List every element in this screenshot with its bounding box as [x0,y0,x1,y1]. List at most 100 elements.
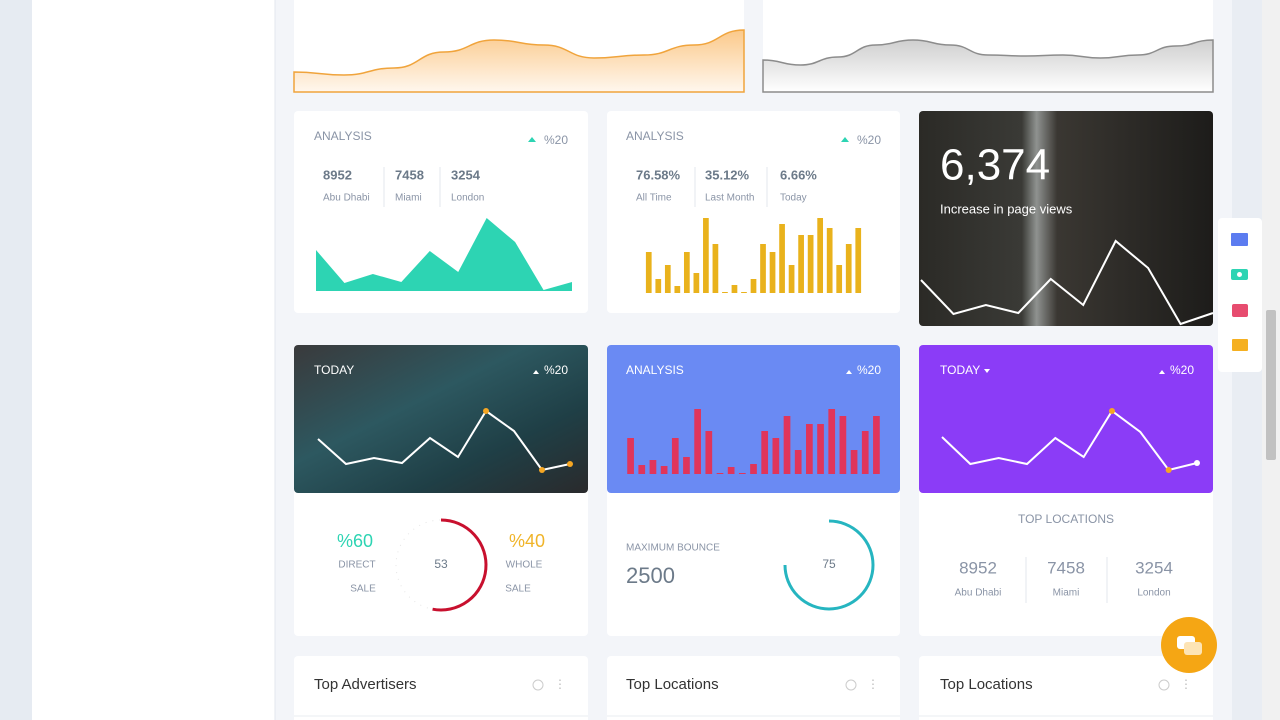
direct-label: DIRECT [338,560,375,571]
chat-icon[interactable] [1232,339,1248,351]
stat-value: 76.58% [636,167,681,182]
bar [738,473,746,474]
menu-icon[interactable]: ⋮ [867,677,879,691]
toolbar [1218,218,1262,372]
bar [855,228,862,293]
image-icon[interactable] [1232,304,1248,317]
dropdown-arrow[interactable] [984,369,990,373]
bar [794,450,802,474]
outer-margin [0,0,32,720]
page-views-label: Increase in page views [940,201,1073,216]
bar [683,252,690,293]
bar [817,218,824,293]
money-icon-dot [1237,272,1242,277]
bar [807,235,814,293]
bar [660,466,668,474]
up-arrow [1159,370,1165,374]
bar [741,292,747,293]
bar [761,431,769,474]
bar [750,464,757,474]
stat-value: 7458 [1047,558,1085,577]
line [920,239,1214,326]
gauge-value: 53 [434,557,448,571]
up-arrow [528,137,536,142]
bar [750,279,757,293]
point [483,408,489,414]
stat-label: Today [780,193,807,204]
bar [655,279,662,293]
point [1109,408,1115,414]
menu-icon[interactable]: ⋮ [1180,677,1192,691]
point [1194,460,1200,466]
color-header [919,345,1213,493]
point [567,461,573,467]
change: %20 [544,133,568,147]
locations-heading: TOP LOCATIONS [1018,512,1114,526]
refresh-icon[interactable] [845,679,857,691]
stat-value: 8952 [959,558,997,577]
panel [919,656,1213,720]
refresh-icon[interactable] [532,679,544,691]
stat-value: 3254 [1135,558,1173,577]
line [941,409,1198,472]
stat-label: London [1137,588,1170,599]
bar [712,244,719,293]
change: %20 [544,363,568,377]
bar [845,244,852,293]
bar [873,416,880,474]
up-arrow [533,370,539,374]
gauge-value: 75 [822,557,836,571]
scrollbar-thumb[interactable] [1266,310,1276,460]
bar [683,457,690,474]
bar [638,465,646,474]
bar [850,450,858,474]
panel-title: Top Advertisers [314,676,417,693]
bar [731,285,738,293]
bar [788,265,795,293]
bar [649,460,657,474]
bar [693,273,700,293]
bar [783,416,791,474]
up-arrow [846,370,852,374]
stat-label: Miami [395,193,422,204]
stat-label: London [451,193,484,204]
bar [671,438,679,474]
bar [806,424,813,474]
bar [779,224,785,293]
stat-label: Miami [1053,588,1080,599]
bar [694,409,701,474]
stat-value: 35.12% [705,167,750,182]
refresh-icon[interactable] [1158,679,1170,691]
sidebar [32,0,275,720]
bar [627,438,634,474]
card-title: ANALYSIS [626,129,684,143]
up-arrow [841,137,849,142]
area [762,39,1214,93]
line [317,409,571,472]
menu-icon[interactable]: ⋮ [554,677,566,691]
stat-label: All Time [636,193,672,204]
bar [769,252,776,293]
page-views-value: 6,374 [940,141,1050,190]
card-title: TODAY [314,363,354,377]
area [293,29,745,93]
card [607,111,900,313]
bar [828,409,836,474]
bar [772,438,780,474]
bar [817,424,824,474]
bounce-label: MAXIMUM BOUNCE [626,543,720,554]
change: %20 [1170,363,1194,377]
layout-icon[interactable] [1231,233,1248,246]
bar [674,286,681,293]
point [539,467,545,473]
image-card [919,111,1213,326]
stat-label: Abu Dhabi [955,588,1002,599]
direct-value: %60 [337,531,373,551]
bounce-value: 2500 [626,563,675,588]
bar [716,473,724,474]
bar [798,235,804,293]
whole-label: SALE [505,584,531,595]
bar [727,467,735,474]
change: %20 [857,363,881,377]
